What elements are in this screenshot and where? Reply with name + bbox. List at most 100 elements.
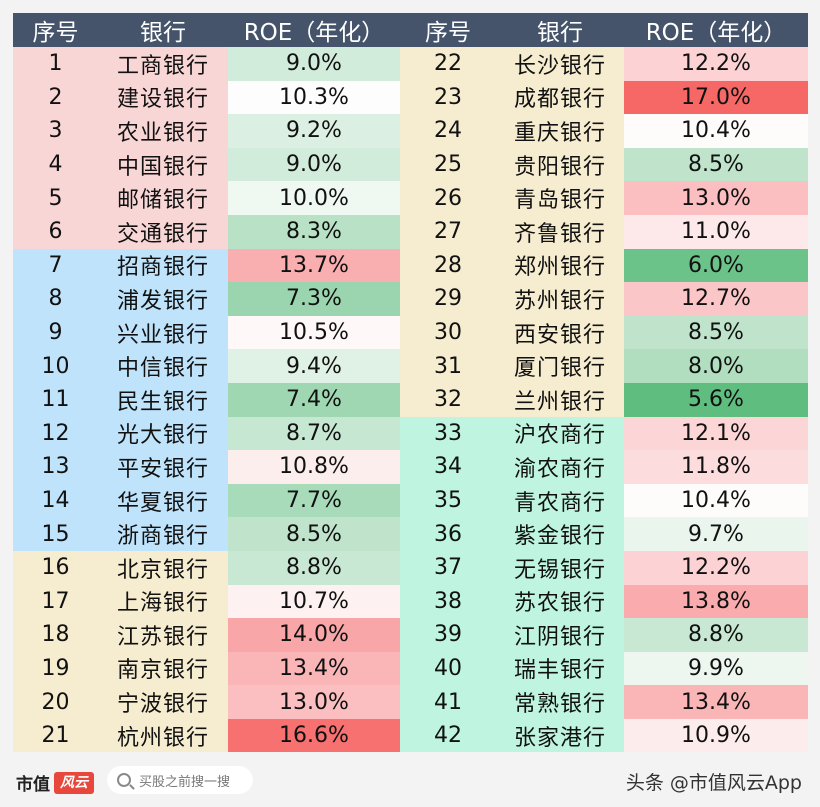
- bank-name: 苏州银行: [496, 282, 624, 316]
- bank-name: 苏农银行: [496, 584, 624, 619]
- bank-index: 40: [400, 651, 496, 686]
- bank-name: 张家港行: [496, 718, 624, 753]
- roe-value: 9.7%: [624, 517, 808, 551]
- bank-name: 瑞丰银行: [496, 651, 624, 686]
- bank-index: 24: [400, 114, 496, 148]
- bank-name: 浦发银行: [98, 282, 228, 316]
- bank-index: 7: [13, 248, 98, 283]
- bank-name: 光大银行: [98, 416, 228, 451]
- credit-text: 头条 @市值风云App: [625, 772, 802, 794]
- table-row: 19 南京银行 13.4% 40 瑞丰银行 9.9%: [13, 651, 808, 686]
- bank-name: 青农商行: [496, 483, 624, 518]
- roe-value: 8.8%: [624, 618, 808, 652]
- bank-name: 建设银行: [98, 80, 228, 115]
- bank-index: 8: [13, 282, 98, 316]
- bank-index: 42: [400, 718, 496, 753]
- search-placeholder: 买股之前搜一搜: [139, 774, 231, 790]
- bank-name: 江阴银行: [496, 618, 624, 652]
- bank-name: 浙商银行: [98, 517, 228, 551]
- bank-name: 华夏银行: [98, 483, 228, 518]
- roe-value: 12.7%: [624, 282, 808, 316]
- bank-name: 西安银行: [496, 315, 624, 350]
- bank-name: 北京银行: [98, 550, 228, 585]
- bank-name: 兴业银行: [98, 315, 228, 350]
- bank-name: 沪农商行: [496, 416, 624, 451]
- bank-name: 贵阳银行: [496, 147, 624, 182]
- bank-index: 9: [13, 315, 98, 350]
- bank-index: 2: [13, 80, 98, 115]
- bank-index: 20: [13, 685, 98, 719]
- bank-index: 4: [13, 147, 98, 182]
- roe-value: 9.0%: [228, 147, 400, 182]
- table-row: 13 平安银行 10.8% 34 渝农商行 11.8%: [13, 450, 808, 484]
- footer: 市值 风云 买股之前搜一搜 头条 @市值风云App: [0, 760, 820, 807]
- table-row: 18 江苏银行 14.0% 39 江阴银行 8.8%: [13, 618, 808, 652]
- bank-index: 32: [400, 382, 496, 417]
- bank-name: 南京银行: [98, 651, 228, 686]
- bank-name: 兰州银行: [496, 382, 624, 417]
- bank-index: 10: [13, 349, 98, 383]
- roe-value: 8.8%: [228, 550, 400, 585]
- header-roe-right: ROE（年化）: [645, 20, 787, 46]
- roe-value: 10.4%: [624, 483, 808, 518]
- roe-value: 13.4%: [228, 651, 400, 686]
- bank-index: 31: [400, 349, 496, 383]
- bank-index: 15: [13, 517, 98, 551]
- bank-name: 紫金银行: [496, 517, 624, 551]
- roe-value: 7.7%: [228, 483, 400, 518]
- roe-value: 7.4%: [228, 382, 400, 417]
- bank-index: 19: [13, 651, 98, 686]
- table-body: 1 工商银行 9.0% 22 长沙银行 12.2% 2 建设银行 10.3% 23 成都银行 17.0…: [13, 47, 808, 753]
- bank-index: 30: [400, 315, 496, 350]
- table-row: 6 交通银行 8.3% 27 齐鲁银行 11.0%: [13, 214, 808, 249]
- table-row: 9 兴业银行 10.5% 30 西安银行 8.5%: [13, 315, 808, 350]
- bank-name: 交通银行: [98, 214, 228, 249]
- roe-value: 7.3%: [228, 282, 400, 316]
- bank-index: 41: [400, 685, 496, 719]
- bank-index: 28: [400, 248, 496, 283]
- bank-index: 5: [13, 181, 98, 215]
- bank-index: 36: [400, 517, 496, 551]
- header-roe-left: ROE（年化）: [243, 20, 385, 46]
- table-row: 5 邮储银行 10.0% 26 青岛银行 13.0%: [13, 181, 808, 215]
- table-row: 4 中国银行 9.0% 25 贵阳银行 8.5%: [13, 147, 808, 182]
- bank-name: 平安银行: [98, 450, 228, 484]
- table-row: 10 中信银行 9.4% 31 厦门银行 8.0%: [13, 349, 808, 383]
- bank-index: 23: [400, 80, 496, 115]
- table-row: 11 民生银行 7.4% 32 兰州银行 5.6%: [13, 382, 808, 417]
- logo-text: 市值: [16, 775, 50, 795]
- bank-index: 1: [13, 47, 98, 81]
- roe-value: 9.4%: [228, 349, 400, 383]
- roe-value: 8.3%: [228, 214, 400, 249]
- bank-name: 厦门银行: [496, 349, 624, 383]
- bank-name: 重庆银行: [496, 114, 624, 148]
- table-row: 20 宁波银行 13.0% 41 常熟银行 13.4%: [13, 685, 808, 719]
- bank-name: 江苏银行: [98, 618, 228, 652]
- bank-index: 21: [13, 718, 98, 753]
- table-row: 17 上海银行 10.7% 38 苏农银行 13.8%: [13, 584, 808, 619]
- roe-value: 12.2%: [624, 550, 808, 585]
- bank-index: 22: [400, 47, 496, 81]
- roe-value: 10.8%: [228, 450, 400, 484]
- table-header: 序号 银行 ROE（年化） 序号 银行 ROE（年化）: [13, 13, 808, 47]
- roe-value: 12.2%: [624, 47, 808, 81]
- bank-name: 宁波银行: [98, 685, 228, 719]
- bank-index: 37: [400, 550, 496, 585]
- search-box[interactable]: 买股之前搜一搜: [107, 766, 253, 794]
- roe-value: 6.0%: [624, 248, 808, 283]
- roe-value: 13.0%: [228, 685, 400, 719]
- brand-logo: 市值 风云: [16, 770, 94, 795]
- roe-value: 13.7%: [228, 248, 400, 283]
- bank-index: 3: [13, 114, 98, 148]
- roe-value: 16.6%: [228, 718, 400, 753]
- bank-index: 6: [13, 214, 98, 249]
- bank-name: 杭州银行: [98, 718, 228, 753]
- table-row: 2 建设银行 10.3% 23 成都银行 17.0%: [13, 80, 808, 115]
- bank-index: 38: [400, 584, 496, 619]
- bank-index: 35: [400, 483, 496, 518]
- bank-name: 成都银行: [496, 80, 624, 115]
- table-row: 7 招商银行 13.7% 28 郑州银行 6.0%: [13, 248, 808, 283]
- roe-value: 13.8%: [624, 584, 808, 619]
- header-bank-right: 银行: [537, 20, 583, 46]
- bank-index: 33: [400, 416, 496, 451]
